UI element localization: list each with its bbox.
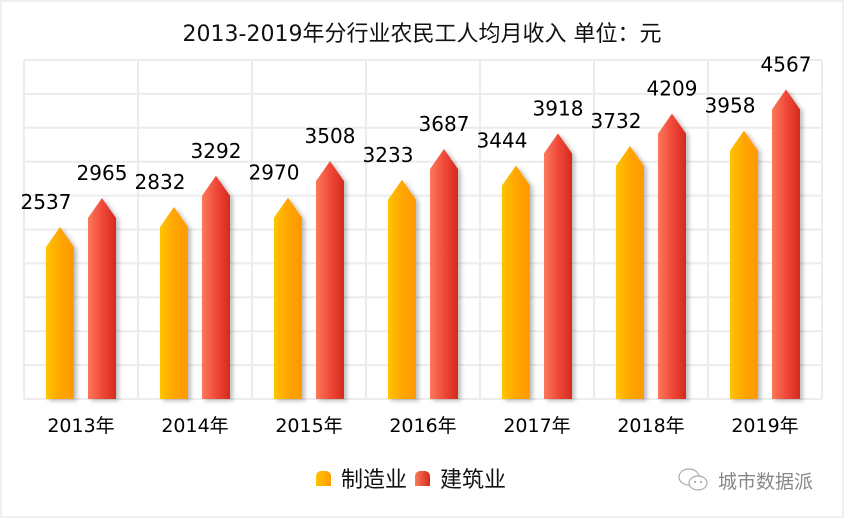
bar-construction [316, 161, 344, 399]
x-tick-label: 2013年 [47, 415, 114, 437]
data-label: 2832 [135, 170, 186, 194]
legend-swatch [415, 470, 431, 486]
chart-title: 2013-2019年分行业农民工人均月收入 单位：元 [182, 22, 662, 47]
bar-manufacturing [388, 179, 416, 399]
bar-manufacturing [616, 145, 644, 399]
data-label: 3233 [363, 143, 414, 167]
bar-manufacturing [730, 130, 758, 400]
legend-item-manufacturing: 制造业 [316, 462, 407, 494]
data-label: 3444 [477, 128, 528, 152]
data-label: 3292 [191, 139, 242, 163]
data-label: 3687 [419, 112, 470, 136]
x-tick-label: 2018年 [617, 415, 684, 437]
x-tick-label: 2016年 [389, 415, 456, 437]
legend: 制造业 建筑业 [316, 462, 514, 494]
data-label: 2970 [249, 161, 300, 185]
data-label: 2965 [77, 161, 128, 185]
bar-construction [658, 113, 686, 400]
data-label: 4567 [761, 52, 812, 76]
bar-construction [430, 149, 458, 399]
x-tick-label: 2014年 [161, 415, 228, 437]
data-label: 4209 [647, 77, 698, 101]
bar-manufacturing [160, 206, 188, 399]
bar-construction [88, 197, 116, 399]
watermark-text: 城市数据派 [718, 470, 814, 493]
bar-manufacturing [502, 165, 530, 399]
legend-label: 制造业 [341, 468, 408, 493]
legend-swatch [316, 470, 331, 486]
data-label: 3732 [591, 109, 642, 133]
bar-manufacturing [46, 226, 74, 399]
x-tick-label: 2019年 [731, 415, 798, 437]
bar-construction [202, 175, 230, 399]
bar-manufacturing [274, 197, 302, 399]
data-label: 3918 [533, 96, 584, 120]
watermark: 城市数据派 [676, 466, 813, 494]
legend-item-construction: 建筑业 [415, 462, 506, 494]
data-label: 3508 [305, 124, 356, 148]
data-label: 2537 [21, 190, 72, 214]
wechat-icon [678, 468, 708, 491]
legend-label: 建筑业 [440, 468, 507, 493]
x-tick-label: 2015年 [275, 415, 342, 437]
x-tick-label: 2017年 [503, 415, 570, 437]
bar-construction [544, 133, 572, 399]
data-label: 3958 [705, 94, 756, 118]
bar-construction [772, 89, 800, 400]
